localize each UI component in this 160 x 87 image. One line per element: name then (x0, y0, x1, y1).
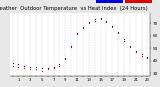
Point (70, 46, 72, 48)
Point (117, 32, 119, 34)
Point (17, 64, 20, 65)
Point (11, 65, 14, 66)
Point (41, 68, 43, 69)
Point (58, 64, 61, 65)
Point (76, 34, 78, 35)
Point (146, 57, 149, 59)
Point (129, 45, 131, 46)
Point (23, 65, 26, 66)
Point (35, 66, 37, 68)
Point (134, 51, 137, 53)
Point (140, 55, 143, 56)
Point (88, 22, 90, 24)
Point (146, 56, 149, 58)
Point (46, 68, 49, 69)
Point (111, 26, 114, 27)
Point (140, 54, 143, 55)
Point (129, 46, 131, 48)
Point (123, 40, 125, 41)
Point (93, 20, 96, 21)
Point (41, 70, 43, 71)
Point (105, 21, 108, 23)
Point (64, 59, 67, 60)
Point (117, 31, 119, 33)
Point (64, 57, 67, 59)
Point (76, 32, 78, 34)
Point (82, 27, 84, 29)
Point (23, 68, 26, 69)
Point (105, 20, 108, 21)
Point (88, 21, 90, 23)
Point (52, 68, 55, 69)
Point (111, 25, 114, 26)
Point (123, 39, 125, 40)
Point (46, 69, 49, 70)
Point (99, 17, 102, 19)
Point (70, 45, 72, 46)
Point (134, 50, 137, 51)
Point (11, 62, 14, 64)
Point (29, 66, 31, 68)
Point (35, 69, 37, 70)
Point (93, 19, 96, 20)
Point (99, 19, 102, 20)
Point (52, 66, 55, 68)
Point (58, 65, 61, 66)
Point (17, 66, 20, 68)
Point (29, 69, 31, 70)
Point (82, 26, 84, 27)
Text: Milwaukee Weather  Outdoor Temperature  vs Heat Index  (24 Hours): Milwaukee Weather Outdoor Temperature vs… (0, 6, 147, 11)
